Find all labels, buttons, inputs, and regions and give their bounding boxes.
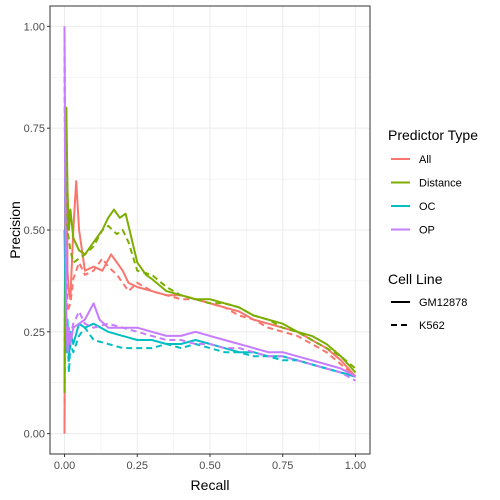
- series-lines: [63, 26, 357, 434]
- legend-cell-line-title: Cell Line: [388, 271, 443, 287]
- legend-label-oc: OC: [419, 201, 436, 213]
- series-line-op-gm12878: [63, 26, 356, 378]
- legend-label-op: OP: [419, 225, 435, 237]
- x-tick-label: 0.00: [54, 460, 75, 472]
- y-tick-label: 0.50: [24, 225, 45, 237]
- legend-cell-line: Cell Line GM12878 K562: [388, 271, 467, 332]
- series-line-distance-k562: [63, 127, 357, 393]
- legend-label-k562: K562: [419, 320, 445, 332]
- y-tick-label: 1.00: [24, 21, 45, 33]
- legend-predictor-type: Predictor Type All Distance OC OP: [388, 127, 478, 237]
- series-line-distance-gm12878: [63, 106, 357, 393]
- x-tick-label: 1.00: [345, 460, 366, 472]
- x-axis-ticks: 0.00 0.25 0.50 0.75 1.00: [54, 454, 366, 472]
- y-axis-title: Precision: [7, 201, 23, 259]
- legend-label-gm12878: GM12878: [419, 297, 467, 309]
- x-tick-label: 0.25: [127, 460, 148, 472]
- series-line-oc-k562: [63, 46, 356, 378]
- x-tick-label: 0.50: [199, 460, 220, 472]
- series-line-op-k562: [63, 26, 356, 382]
- y-axis-ticks: 0.00 0.25 0.50 0.75 1.00: [24, 21, 50, 441]
- grid-major-lines: [50, 6, 370, 454]
- y-tick-label: 0.75: [24, 123, 45, 135]
- x-axis-title: Recall: [191, 477, 230, 493]
- legend-label-all: All: [419, 154, 431, 166]
- legend-predictor-type-title: Predictor Type: [388, 127, 478, 143]
- legend-label-distance: Distance: [419, 178, 462, 190]
- y-tick-label: 0.00: [24, 429, 45, 441]
- x-tick-label: 0.75: [272, 460, 293, 472]
- y-tick-label: 0.25: [24, 327, 45, 339]
